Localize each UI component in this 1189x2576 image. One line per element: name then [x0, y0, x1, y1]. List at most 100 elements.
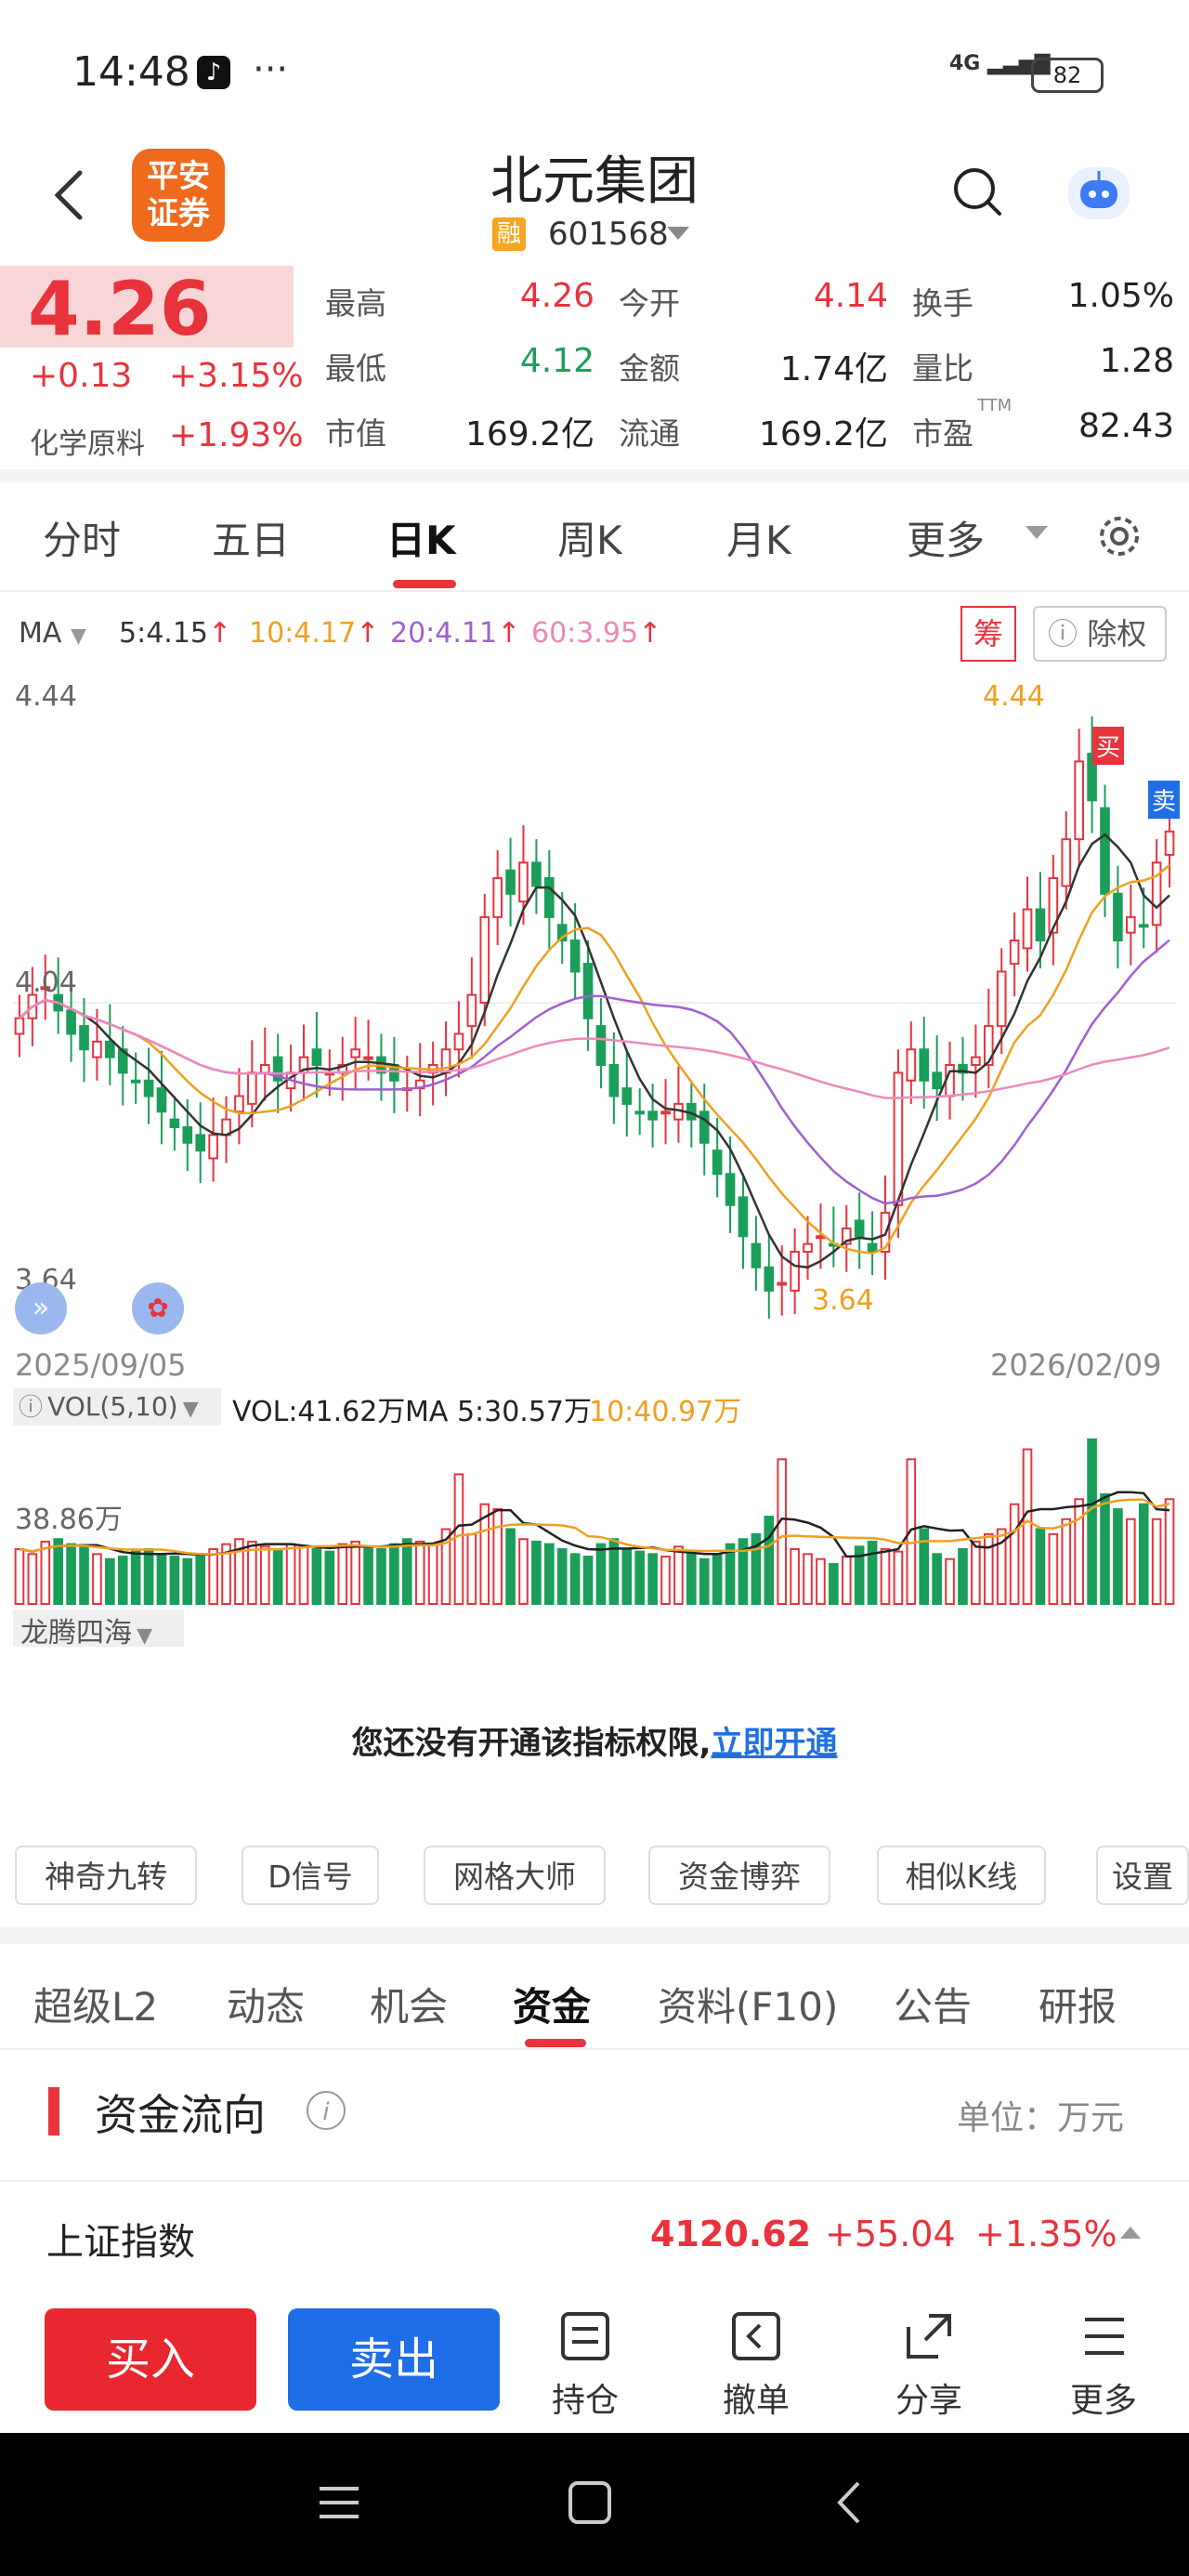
ma10-value: 10:4.17↑	[249, 617, 380, 650]
positions-icon[interactable]	[557, 2308, 613, 2364]
volume-bar	[453, 1473, 464, 1605]
share-icon[interactable]	[901, 2308, 957, 2364]
fuquan-button[interactable]: ⓘ 除权	[1033, 606, 1167, 662]
volume-bar	[816, 1557, 826, 1605]
volume-bar	[389, 1543, 399, 1605]
stock-code[interactable]: 601568	[548, 216, 669, 253]
period-tab[interactable]: 日K	[386, 518, 456, 563]
more-menu-icon[interactable]	[1076, 2308, 1131, 2364]
info-tab[interactable]: 资料(F10)	[658, 1984, 839, 2030]
info-tab[interactable]: 研报	[1039, 1984, 1117, 2030]
candle	[1048, 877, 1059, 934]
candle	[492, 877, 503, 918]
event-icon[interactable]: ✿	[132, 1282, 184, 1334]
system-back-icon[interactable]	[827, 2479, 873, 2526]
code-dropdown-icon[interactable]	[667, 227, 689, 240]
candle	[1113, 892, 1123, 941]
candle	[182, 1126, 193, 1144]
candle	[272, 1056, 283, 1082]
settings-icon[interactable]	[1096, 513, 1143, 559]
vol-axis-label: 38.86万	[15, 1504, 123, 1536]
candlestick-chart[interactable]	[13, 673, 1176, 1333]
ma-line-ma5	[19, 833, 1170, 1269]
volume-bar	[117, 1556, 128, 1606]
volume-bar	[829, 1563, 839, 1605]
ma-selector[interactable]: MA ▼	[19, 617, 86, 650]
tool-button[interactable]: D信号	[242, 1846, 379, 1905]
tool-button[interactable]: 网格大师	[424, 1846, 606, 1905]
status-time: 14:48	[72, 48, 190, 96]
volume-bar	[427, 1543, 438, 1605]
cancel-order-icon[interactable]	[728, 2308, 784, 2364]
positions-label[interactable]: 持仓	[551, 2382, 619, 2420]
volume-bar	[582, 1556, 594, 1606]
sell-button[interactable]: 卖出	[288, 2308, 500, 2411]
candle	[751, 1242, 762, 1268]
indicator-selector[interactable]: 龙腾四海 ▼	[13, 1610, 184, 1649]
candle	[608, 1064, 620, 1097]
share-label[interactable]: 分享	[895, 2382, 962, 2420]
chip-distribution-button[interactable]: 筹	[960, 606, 1016, 662]
candle	[777, 1281, 788, 1286]
candle	[14, 1017, 25, 1035]
volume-bar	[1048, 1532, 1059, 1605]
volume-bar	[1113, 1508, 1123, 1605]
info-tab[interactable]: 资金	[513, 1984, 592, 2030]
period-tab[interactable]: 更多	[907, 518, 986, 563]
buy-button[interactable]: 买入	[45, 2308, 256, 2411]
volume-chart[interactable]	[13, 1431, 1176, 1608]
robot-assistant-icon[interactable]	[1068, 167, 1130, 219]
tool-button[interactable]: 神奇九转	[15, 1846, 197, 1905]
search-icon[interactable]	[951, 165, 1003, 217]
candle	[350, 1048, 360, 1058]
candle	[803, 1242, 813, 1253]
volume-bar	[725, 1543, 736, 1605]
vol-selector[interactable]: ⓘ VOL(5,10) ▼	[13, 1388, 221, 1426]
expand-icon[interactable]: »	[15, 1282, 67, 1334]
period-tab[interactable]: 月K	[726, 518, 791, 563]
tool-button[interactable]: 相似K线	[877, 1846, 1046, 1905]
home-icon[interactable]	[567, 2479, 613, 2526]
recent-apps-icon[interactable]	[316, 2479, 362, 2526]
vol-ma10-line	[19, 1498, 1170, 1556]
activate-link[interactable]: 立即开通	[711, 1725, 838, 1762]
candle	[1022, 908, 1033, 950]
volume-bar	[893, 1550, 904, 1606]
volume-bar	[595, 1543, 607, 1605]
candle	[738, 1196, 749, 1238]
buy-signal-marker[interactable]: 买	[1092, 727, 1125, 765]
more-dropdown-icon[interactable]	[1026, 526, 1048, 539]
candle	[983, 1025, 994, 1066]
back-icon[interactable]	[48, 167, 89, 223]
period-tab[interactable]: 周K	[557, 518, 622, 563]
period-tab[interactable]: 五日	[212, 518, 291, 563]
more-label[interactable]: 更多	[1069, 2382, 1137, 2420]
index-pct: +1.35%	[975, 2214, 1117, 2254]
volume-bar	[414, 1540, 425, 1605]
info-icon[interactable]: i	[307, 2091, 346, 2130]
quote-value: 4.14	[813, 277, 888, 315]
period-tab[interactable]: 分时	[43, 518, 122, 563]
volume-bar	[479, 1503, 490, 1605]
candle	[1151, 861, 1162, 927]
volume-bar	[958, 1547, 968, 1605]
tool-button[interactable]: 资金博弈	[648, 1846, 830, 1905]
expand-up-icon[interactable]	[1120, 2227, 1141, 2239]
candle	[259, 1064, 270, 1074]
tool-button[interactable]: 设置	[1096, 1846, 1189, 1905]
info-tab[interactable]: 机会	[370, 1984, 449, 2030]
info-tab[interactable]: 超级L2	[33, 1984, 159, 2030]
info-tab[interactable]: 公告	[894, 1984, 973, 2030]
active-tab-indicator	[393, 580, 456, 588]
info-tab[interactable]: 动态	[227, 1984, 306, 2030]
volume-bar	[803, 1553, 813, 1605]
candle	[66, 1009, 76, 1035]
cancel-order-label[interactable]: 撤单	[722, 2382, 790, 2420]
sector-name[interactable]: 化学原料	[30, 427, 145, 461]
battery-icon: 82	[1031, 58, 1104, 93]
volume-bar	[1125, 1518, 1136, 1605]
volume-bar	[298, 1545, 309, 1605]
volume-bar	[673, 1545, 684, 1605]
sell-signal-marker[interactable]: 卖	[1148, 781, 1181, 819]
sector-pct: +1.93%	[169, 416, 304, 454]
